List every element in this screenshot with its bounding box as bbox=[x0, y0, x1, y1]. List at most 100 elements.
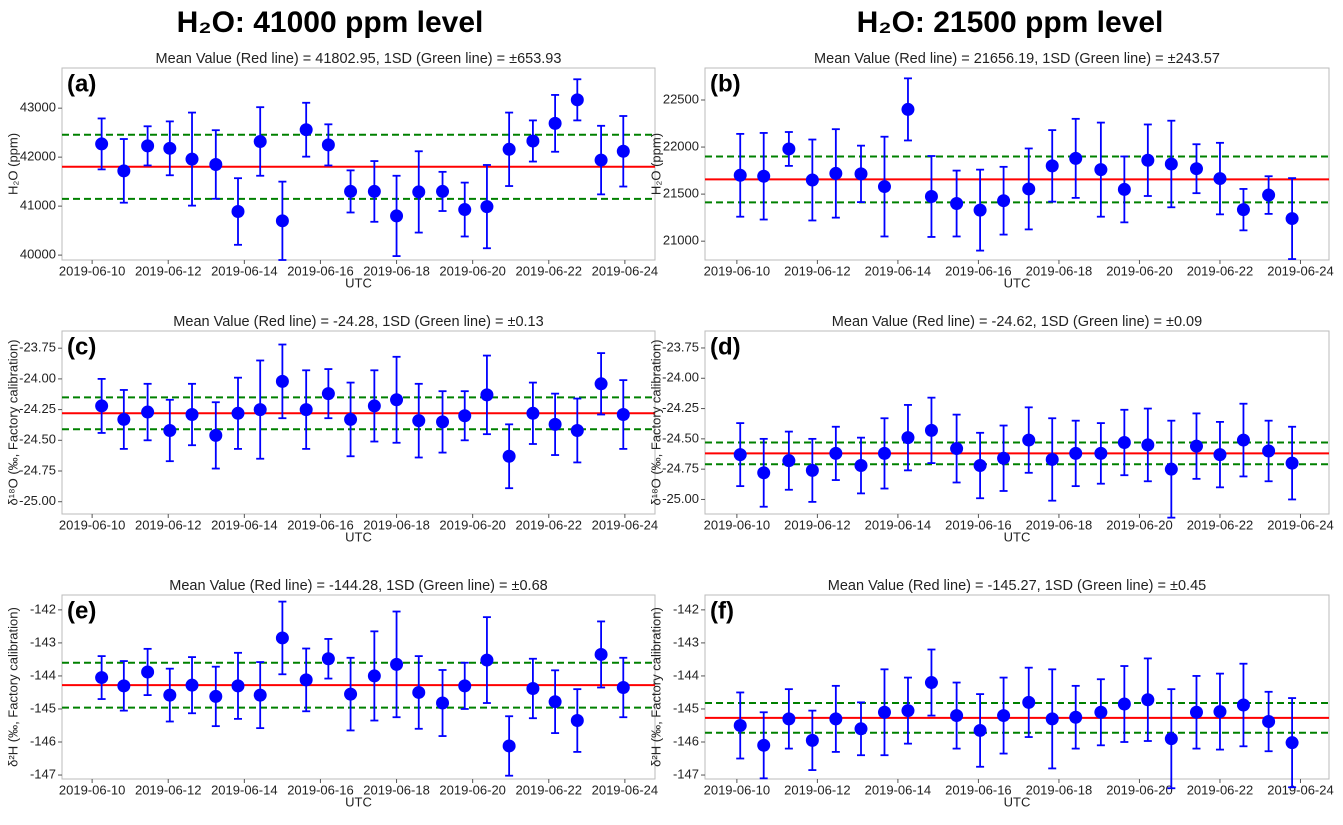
data-point bbox=[594, 377, 608, 391]
x-tick-label: 2019-06-14 bbox=[211, 263, 278, 278]
x-tick-label: 2019-06-16 bbox=[945, 263, 1012, 278]
x-tick-label: 2019-06-12 bbox=[135, 782, 202, 797]
y-tick-label: -24.50 bbox=[662, 430, 699, 445]
data-point bbox=[757, 466, 771, 480]
data-point bbox=[805, 733, 819, 747]
y-tick-label: 43000 bbox=[20, 100, 56, 115]
data-point bbox=[1094, 705, 1108, 719]
data-point bbox=[209, 428, 223, 442]
data-point bbox=[1045, 159, 1059, 173]
data-point bbox=[275, 214, 289, 228]
data-point bbox=[209, 689, 223, 703]
data-point bbox=[782, 454, 796, 468]
data-point bbox=[231, 679, 245, 693]
x-tick-label: 2019-06-18 bbox=[1026, 517, 1093, 532]
data-point bbox=[950, 442, 964, 456]
data-point bbox=[95, 137, 109, 151]
x-tick-label: 2019-06-12 bbox=[135, 517, 202, 532]
y-tick-label: -25.00 bbox=[19, 493, 56, 508]
data-point bbox=[1141, 153, 1155, 167]
x-tick-label: 2019-06-22 bbox=[1187, 263, 1254, 278]
data-point bbox=[231, 406, 245, 420]
data-point bbox=[141, 665, 155, 679]
x-tick-label: 2019-06-24 bbox=[1267, 517, 1334, 532]
data-point bbox=[321, 387, 335, 401]
x-tick-label: 2019-06-22 bbox=[516, 517, 583, 532]
data-point bbox=[344, 184, 358, 198]
x-tick-label: 2019-06-16 bbox=[287, 263, 354, 278]
panel-title: Mean Value (Red line) = 41802.95, 1SD (G… bbox=[156, 51, 562, 67]
y-tick-label: -145 bbox=[673, 700, 699, 715]
data-point bbox=[1213, 172, 1227, 186]
y-tick-label: -24.00 bbox=[662, 370, 699, 385]
y-tick-label: -24.75 bbox=[662, 461, 699, 476]
y-tick-label: 41000 bbox=[20, 198, 56, 213]
panel-title: Mean Value (Red line) = -145.27, 1SD (Gr… bbox=[828, 578, 1206, 594]
x-tick-label: 2019-06-10 bbox=[704, 263, 771, 278]
data-point bbox=[185, 678, 199, 692]
data-point bbox=[458, 203, 472, 217]
y-tick-label: 42000 bbox=[20, 149, 56, 164]
data-point bbox=[1141, 438, 1155, 452]
data-point bbox=[901, 431, 915, 445]
y-tick-label: 21500 bbox=[663, 186, 699, 201]
x-tick-label: 2019-06-24 bbox=[592, 782, 659, 797]
y-tick-label: -25.00 bbox=[662, 491, 699, 506]
plot-frame bbox=[61, 67, 656, 261]
data-point bbox=[973, 459, 987, 473]
data-point bbox=[502, 739, 516, 753]
x-tick-label: 2019-06-10 bbox=[59, 517, 126, 532]
x-tick-label: 2019-06-20 bbox=[1106, 517, 1173, 532]
data-point bbox=[117, 412, 131, 426]
y-tick-label: 40000 bbox=[20, 247, 56, 262]
x-tick-label: 2019-06-24 bbox=[592, 517, 659, 532]
data-point bbox=[733, 718, 747, 732]
data-point bbox=[163, 423, 177, 437]
data-point bbox=[321, 652, 335, 666]
data-point bbox=[616, 144, 630, 158]
data-point bbox=[548, 116, 562, 130]
y-tick-label: 22000 bbox=[663, 138, 699, 153]
x-tick-label: 2019-06-18 bbox=[1026, 263, 1093, 278]
data-point bbox=[1189, 439, 1203, 453]
y-tick-label: -146 bbox=[30, 733, 56, 748]
data-point bbox=[436, 415, 450, 429]
data-point bbox=[1213, 448, 1227, 462]
data-point bbox=[95, 399, 109, 413]
data-point bbox=[973, 723, 987, 737]
x-tick-label: 2019-06-22 bbox=[1187, 517, 1254, 532]
panel-title: Mean Value (Red line) = 21656.19, 1SD (G… bbox=[814, 51, 1220, 67]
panel-title: Mean Value (Red line) = -24.28, 1SD (Gre… bbox=[173, 314, 543, 330]
data-point bbox=[570, 714, 584, 728]
panel-label: (c) bbox=[67, 333, 96, 360]
x-tick-label: 2019-06-16 bbox=[287, 517, 354, 532]
data-point bbox=[1022, 433, 1036, 447]
x-tick-label: 2019-06-16 bbox=[945, 782, 1012, 797]
y-tick-label: -147 bbox=[30, 766, 56, 781]
y-tick-label: -23.75 bbox=[662, 339, 699, 354]
data-point bbox=[141, 405, 155, 419]
y-axis-label: δ¹⁸O (‰, Factory calibration) bbox=[5, 340, 20, 506]
x-tick-label: 2019-06-18 bbox=[1026, 782, 1093, 797]
data-point bbox=[805, 463, 819, 477]
data-point bbox=[367, 184, 381, 198]
y-tick-label: -143 bbox=[673, 634, 699, 649]
data-point bbox=[1045, 712, 1059, 726]
plot-frame bbox=[61, 330, 656, 515]
plot-frame bbox=[704, 330, 1330, 515]
data-point bbox=[412, 685, 426, 699]
data-point bbox=[1164, 462, 1178, 476]
data-point bbox=[829, 166, 843, 180]
panel-label: (e) bbox=[67, 597, 96, 624]
x-axis-label: UTC bbox=[1004, 794, 1031, 809]
x-tick-label: 2019-06-24 bbox=[1267, 782, 1334, 797]
plot-frame bbox=[704, 67, 1330, 261]
x-tick-label: 2019-06-16 bbox=[287, 782, 354, 797]
data-point bbox=[1236, 433, 1250, 447]
data-point bbox=[548, 695, 562, 709]
data-point bbox=[1285, 736, 1299, 750]
data-point bbox=[877, 180, 891, 194]
x-tick-label: 2019-06-20 bbox=[1106, 263, 1173, 278]
x-tick-label: 2019-06-18 bbox=[363, 782, 430, 797]
data-point bbox=[854, 459, 868, 473]
